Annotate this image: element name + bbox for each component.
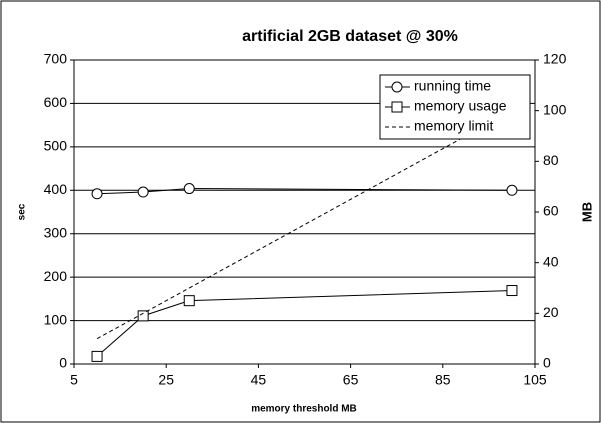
y-tick-label: 500 xyxy=(44,138,68,154)
x-tick-label: 25 xyxy=(158,372,174,388)
marker xyxy=(183,183,195,195)
y-tick-label: 0 xyxy=(59,355,67,371)
x-tick-label: 85 xyxy=(435,372,451,388)
y2-tick-label: 60 xyxy=(543,203,559,219)
series-line xyxy=(96,110,513,340)
legend-marker xyxy=(391,81,403,93)
y2-tick-label: 40 xyxy=(543,253,559,269)
marker xyxy=(506,285,518,297)
marker xyxy=(137,186,149,198)
y2-tick-label: 120 xyxy=(543,51,567,67)
y2-axis-label: MB xyxy=(579,202,594,222)
y2-tick-label: 100 xyxy=(543,101,567,117)
y2-tick-label: 80 xyxy=(543,152,559,168)
series-line xyxy=(97,188,512,195)
y-tick-label: 400 xyxy=(44,181,68,197)
y-axis-label: sec xyxy=(17,203,28,220)
legend-label: memory limit xyxy=(414,118,493,134)
legend-label: running time xyxy=(414,78,491,94)
x-axis-label: memory threshold MB xyxy=(251,404,357,415)
series-line xyxy=(96,290,512,357)
marker xyxy=(183,295,195,307)
marker xyxy=(506,184,518,196)
y-tick-label: 100 xyxy=(44,311,68,327)
y-tick-label: 600 xyxy=(44,94,68,110)
y2-tick-label: 0 xyxy=(543,355,551,371)
marker xyxy=(91,350,103,362)
legend-box xyxy=(379,74,531,140)
x-tick-label: 105 xyxy=(523,372,547,388)
x-tick-label: 5 xyxy=(70,372,78,388)
y-tick-label: 300 xyxy=(44,224,68,240)
marker xyxy=(91,188,103,200)
marker xyxy=(137,310,149,322)
x-tick-label: 65 xyxy=(343,372,359,388)
chart-title: artificial 2GB dataset @ 30% xyxy=(242,28,458,45)
legend-marker xyxy=(391,101,403,113)
y-tick-label: 700 xyxy=(44,51,68,67)
legend-label: memory usage xyxy=(414,98,507,114)
y2-tick-label: 20 xyxy=(543,304,559,320)
y-tick-label: 200 xyxy=(44,268,68,284)
x-tick-label: 45 xyxy=(251,372,267,388)
